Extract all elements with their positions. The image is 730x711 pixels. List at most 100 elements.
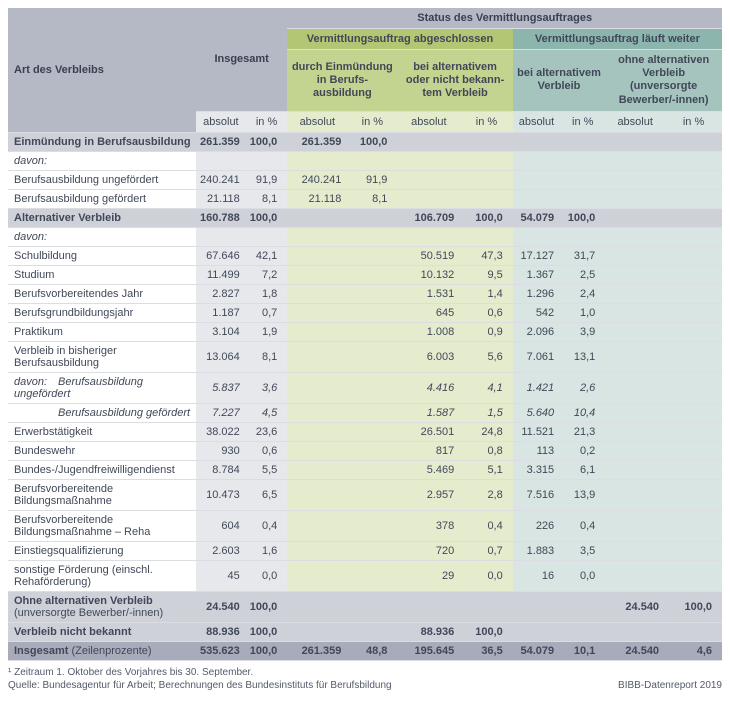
footnote: ¹ Zeitraum 1. Oktober des Vorjahres bis … [8, 661, 722, 678]
cell: 24.540 [605, 591, 665, 622]
cell: 1.187 [196, 303, 246, 322]
cell: 9,5 [460, 265, 512, 284]
cell: 817 [397, 441, 460, 460]
cell [460, 227, 512, 246]
cell: 67.646 [196, 246, 246, 265]
cell: 100,0 [560, 208, 605, 227]
cell: 0,6 [246, 441, 288, 460]
cell [665, 422, 722, 441]
col-d: ohne alternativen Verbleib (unversorgte … [605, 50, 722, 112]
row-label: Berufsgrundbildungsjahr [8, 303, 196, 322]
cell [347, 341, 397, 372]
cell: 13,9 [560, 479, 605, 510]
cell: 100,0 [246, 641, 288, 660]
cell: 8.784 [196, 460, 246, 479]
cell [513, 151, 560, 170]
table-row: Berufsvorbereitende Bildungsmaßnahme10.4… [8, 479, 722, 510]
cell: 10,1 [560, 641, 605, 660]
cell [196, 151, 246, 170]
row-label: Verbleib nicht bekannt [8, 622, 196, 641]
cell [665, 246, 722, 265]
cell [665, 403, 722, 422]
cell [560, 151, 605, 170]
unit-abs: absolut [605, 111, 665, 132]
cell [347, 591, 397, 622]
cell [605, 341, 665, 372]
cell [287, 246, 347, 265]
cell: 11.499 [196, 265, 246, 284]
cell: 88.936 [196, 622, 246, 641]
cell [347, 208, 397, 227]
cell: 1,6 [246, 541, 288, 560]
row-label: Berufsvorbereitende Bildungsmaßnahme – R… [8, 510, 196, 541]
cell [287, 208, 347, 227]
cell [560, 170, 605, 189]
cell: 930 [196, 441, 246, 460]
table-row: sonstige Förderung (einschl. Rehaförderu… [8, 560, 722, 591]
cell [605, 403, 665, 422]
cell [665, 541, 722, 560]
cell: 113 [513, 441, 560, 460]
cell: 604 [196, 510, 246, 541]
unit-abs: absolut [513, 111, 560, 132]
table-row: Verbleib nicht bekannt88.936100,088.9361… [8, 622, 722, 641]
table-row: Studium11.4997,210.1329,51.3672,5 [8, 265, 722, 284]
cell [397, 151, 460, 170]
cell [287, 622, 347, 641]
cell [287, 591, 347, 622]
cell: 0,4 [560, 510, 605, 541]
cell: 7.227 [196, 403, 246, 422]
table-row: Bundes-/Jugendfreiwilligendienst8.7845,5… [8, 460, 722, 479]
cell [665, 151, 722, 170]
cell: 4,6 [665, 641, 722, 660]
row-label: Einmündung in Berufsausbildung [8, 132, 196, 151]
cell: 5.837 [196, 372, 246, 403]
unit-pct: in % [246, 111, 288, 132]
cell [347, 284, 397, 303]
cell: 50.519 [397, 246, 460, 265]
cell [287, 151, 347, 170]
cell: 3,9 [560, 322, 605, 341]
cell [347, 403, 397, 422]
cell: 31,7 [560, 246, 605, 265]
cell: 7.061 [513, 341, 560, 372]
cell: 13,1 [560, 341, 605, 372]
cell: 24,8 [460, 422, 512, 441]
cell [397, 189, 460, 208]
cell [347, 265, 397, 284]
cell: 26.501 [397, 422, 460, 441]
cell [513, 591, 560, 622]
cell [347, 479, 397, 510]
cell: 13.064 [196, 341, 246, 372]
cell [287, 403, 347, 422]
table-row: Berufsausbildung gefördert7.2274,51.5871… [8, 403, 722, 422]
cell [605, 541, 665, 560]
cell: 6,1 [560, 460, 605, 479]
cell: 7.516 [513, 479, 560, 510]
cell [347, 151, 397, 170]
row-label: Berufsvorbereitende Bildungsmaßnahme [8, 479, 196, 510]
cell: 2,8 [460, 479, 512, 510]
row-label: Berufsausbildung gefördert [8, 189, 196, 208]
cell: 2,5 [560, 265, 605, 284]
cell: 261.359 [196, 132, 246, 151]
table-row: Berufsausbildung gefördert21.1188,121.11… [8, 189, 722, 208]
table-row: Berufsvorbereitendes Jahr2.8271,81.5311,… [8, 284, 722, 303]
row-label: davon: [8, 227, 196, 246]
cell [665, 622, 722, 641]
table-row: Berufsvorbereitende Bildungsmaßnahme – R… [8, 510, 722, 541]
cell [560, 189, 605, 208]
row-label: Studium [8, 265, 196, 284]
cell: 1,4 [460, 284, 512, 303]
cell [605, 132, 665, 151]
table-row: Einmündung in Berufsausbildung261.359100… [8, 132, 722, 151]
cell [513, 132, 560, 151]
row-label: Erwerbstätigkeit [8, 422, 196, 441]
cell: 6,5 [246, 479, 288, 510]
row-label: Praktikum [8, 322, 196, 341]
unit-pct: in % [560, 111, 605, 132]
cell [287, 541, 347, 560]
cell [605, 460, 665, 479]
cell: 5,6 [460, 341, 512, 372]
row-label: Ohne alternativen Verbleib(unversorgte B… [8, 591, 196, 622]
